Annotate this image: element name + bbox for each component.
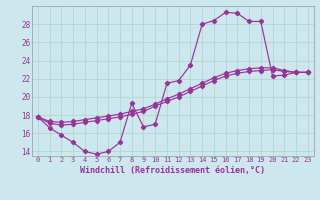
X-axis label: Windchill (Refroidissement éolien,°C): Windchill (Refroidissement éolien,°C) (80, 166, 265, 175)
